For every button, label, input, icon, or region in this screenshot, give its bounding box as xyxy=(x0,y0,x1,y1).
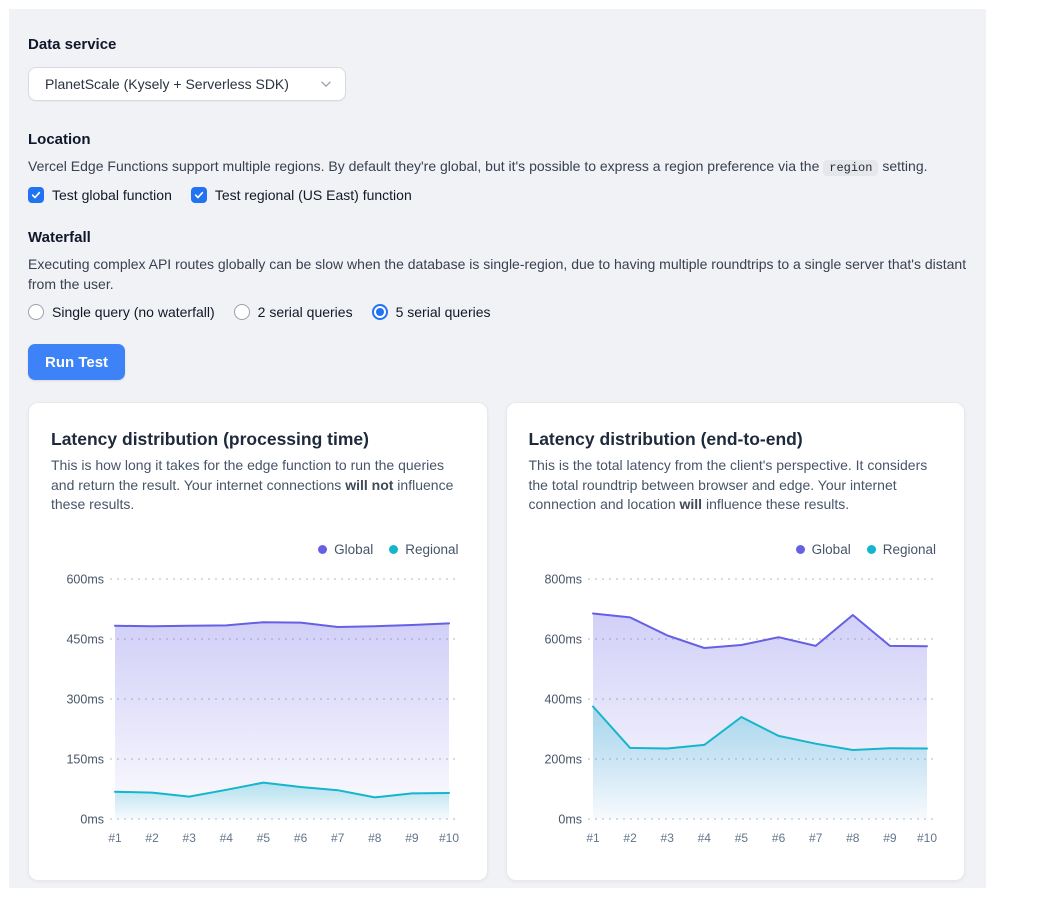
location-description-suffix: setting. xyxy=(882,158,928,174)
line-global xyxy=(591,612,928,649)
legend-item-regional: Regional xyxy=(866,541,936,557)
svg-text:#6: #6 xyxy=(294,831,308,845)
card-title: Latency distribution (processing time) xyxy=(51,429,369,449)
waterfall-heading: Waterfall xyxy=(28,229,91,246)
svg-text:#2: #2 xyxy=(623,831,637,845)
checkbox-label: Test global function xyxy=(52,187,172,203)
svg-text:#8: #8 xyxy=(846,831,860,845)
svg-text:#4: #4 xyxy=(697,831,711,845)
svg-text:#2: #2 xyxy=(145,831,159,845)
radio-icon xyxy=(233,304,250,320)
chart-svg: 0ms 150ms 300ms 450ms 600ms #1 #2 #3 #4 #5 #6… xyxy=(66,572,459,845)
svg-text:#6: #6 xyxy=(771,831,785,845)
checkbox-test-global-function[interactable]: Test global function xyxy=(28,187,172,203)
radio-label: Single query (no waterfall) xyxy=(52,304,215,320)
card-latency-processing: Latency distribution (processing time) T… xyxy=(28,402,488,881)
line-regional xyxy=(591,705,928,751)
card-description: This is how long it takes for the edge f… xyxy=(51,457,454,512)
data-service-select[interactable]: PlanetScale (Kysely + Serverless SDK) xyxy=(28,67,346,101)
svg-text:#3: #3 xyxy=(183,831,197,845)
svg-text:#8: #8 xyxy=(368,831,382,845)
run-test-button[interactable]: Run Test xyxy=(28,344,126,380)
svg-text:0ms: 0ms xyxy=(558,812,582,826)
latency-chart-end-to-end: 0ms 200ms 400ms 600ms 800ms #1 #2 #3 #4 #5 #6… xyxy=(529,567,943,856)
series-lines xyxy=(114,620,450,798)
chevron-down-icon xyxy=(319,77,333,91)
series-areas xyxy=(115,621,449,819)
checkbox-label: Test regional (US East) function xyxy=(214,187,412,203)
svg-text:450ms: 450ms xyxy=(66,632,104,646)
legend-label: Regional xyxy=(405,541,459,557)
legend-dot-global-icon xyxy=(318,544,328,554)
legend-dot-regional-icon xyxy=(866,544,876,554)
chart-svg: 0ms 200ms 400ms 600ms 800ms #1 #2 #3 #4 #5 #6… xyxy=(544,572,937,845)
svg-text:#9: #9 xyxy=(405,831,419,845)
svg-text:150ms: 150ms xyxy=(66,752,104,766)
svg-text:600ms: 600ms xyxy=(544,632,582,646)
chart-legend: Global Regional xyxy=(529,542,943,557)
data-service-selected-value: PlanetScale (Kysely + Serverless SDK) xyxy=(45,76,289,92)
svg-text:#9: #9 xyxy=(883,831,897,845)
svg-text:#5: #5 xyxy=(257,831,271,845)
svg-text:#3: #3 xyxy=(660,831,674,845)
radio-icon xyxy=(371,304,388,320)
series-lines xyxy=(591,612,928,751)
svg-text:200ms: 200ms xyxy=(544,752,582,766)
line-global xyxy=(114,620,450,628)
location-description-text: Vercel Edge Functions support multiple r… xyxy=(28,158,820,174)
svg-text:#10: #10 xyxy=(916,831,936,845)
location-heading: Location xyxy=(28,131,91,148)
card-title: Latency distribution (end-to-end) xyxy=(528,429,803,449)
line-regional xyxy=(114,781,450,798)
legend-dot-global-icon xyxy=(795,544,805,554)
area-regional xyxy=(592,706,927,819)
series-areas xyxy=(592,613,927,819)
svg-text:#7: #7 xyxy=(331,831,345,845)
svg-text:#4: #4 xyxy=(220,831,234,845)
checkbox-icon xyxy=(28,187,44,203)
svg-text:400ms: 400ms xyxy=(544,692,582,706)
svg-text:600ms: 600ms xyxy=(66,572,104,586)
chart-cards-row: Latency distribution (processing time) T… xyxy=(28,402,967,881)
checkbox-icon xyxy=(190,187,207,203)
svg-text:#1: #1 xyxy=(586,831,600,845)
card-latency-end-to-end: Latency distribution (end-to-end) This i… xyxy=(505,402,965,881)
waterfall-radio-row: Single query (no waterfall) 2 serial que… xyxy=(28,304,967,320)
svg-text:800ms: 800ms xyxy=(544,572,582,586)
svg-text:300ms: 300ms xyxy=(66,692,104,706)
radio-single-query[interactable]: Single query (no waterfall) xyxy=(28,304,215,320)
data-service-label: Data service xyxy=(28,36,117,53)
svg-text:#5: #5 xyxy=(734,831,748,845)
location-description: Vercel Edge Functions support multiple r… xyxy=(28,156,967,178)
waterfall-description: Executing complex API routes globally ca… xyxy=(28,256,967,292)
svg-text:0ms: 0ms xyxy=(80,812,104,826)
legend-item-regional: Regional xyxy=(389,541,459,557)
area-global xyxy=(115,621,449,819)
location-checkbox-row: Test global function Test regional (US E… xyxy=(28,187,967,203)
radio-icon xyxy=(28,304,44,320)
legend-item-global: Global xyxy=(795,541,851,557)
radio-5-serial-queries[interactable]: 5 serial queries xyxy=(371,304,491,320)
x-axis-labels: #1 #2 #3 #4 #5 #6 #7 #8 #9 #10 xyxy=(108,831,459,845)
legend-label: Regional xyxy=(882,541,936,557)
svg-text:#7: #7 xyxy=(809,831,823,845)
svg-text:#1: #1 xyxy=(108,831,122,845)
area-regional xyxy=(115,782,449,819)
region-code-chip: region xyxy=(823,160,879,176)
card-description: This is the total latency from the clien… xyxy=(528,457,928,512)
legend-item-global: Global xyxy=(318,542,373,557)
radio-2-serial-queries[interactable]: 2 serial queries xyxy=(233,304,353,320)
legend-label: Global xyxy=(334,541,374,557)
radio-label: 5 serial queries xyxy=(395,304,491,320)
latency-chart-processing: 0ms 150ms 300ms 450ms 600ms #1 #2 #3 #4 #5 #6… xyxy=(51,567,465,856)
radio-label: 2 serial queries xyxy=(257,304,353,320)
legend-dot-regional-icon xyxy=(389,544,399,554)
x-axis-labels: #1 #2 #3 #4 #5 #6 #7 #8 #9 #10 xyxy=(586,831,937,845)
checkbox-test-regional-function[interactable]: Test regional (US East) function xyxy=(190,187,412,203)
chart-legend: Global Regional xyxy=(51,542,465,557)
legend-label: Global xyxy=(811,541,851,557)
main-panel: Data service PlanetScale (Kysely + Serve… xyxy=(9,9,986,888)
svg-text:#10: #10 xyxy=(439,831,459,845)
